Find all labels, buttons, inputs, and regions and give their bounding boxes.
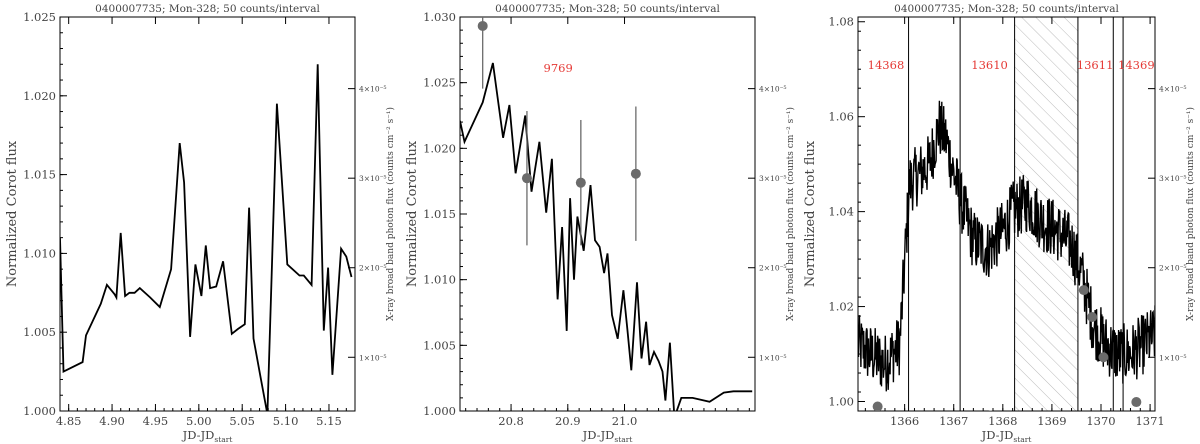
- x-tick-label: 21.0: [612, 414, 638, 428]
- chart-panel-2: 0400007735; Mon-328; 50 counts/interval 2…: [405, 3, 796, 444]
- y2-tick-label: 3×10⁻⁵: [1159, 174, 1187, 183]
- x-axis-label: JD-JDstart: [981, 428, 1032, 444]
- y-tick-label: 1.025: [23, 10, 56, 24]
- xray-flux-point: [521, 173, 532, 184]
- x-tick-label: 1369: [1037, 414, 1066, 428]
- plot-area: [858, 17, 1155, 411]
- chart-title: 0400007735; Mon-328; 50 counts/interval: [894, 3, 1119, 15]
- y-tick-label: 1.00: [828, 395, 854, 409]
- y2-tick-label: 4×10⁻⁵: [1159, 85, 1187, 94]
- xray-flux-point: [1098, 352, 1109, 363]
- y-tick-label: 1.020: [423, 141, 456, 155]
- y-tick-label: 1.005: [23, 325, 56, 339]
- x-tick-label: 1371: [1135, 414, 1164, 428]
- light-curve-line: [460, 62, 753, 411]
- y2-tick-label: 4×10⁻⁵: [759, 85, 787, 94]
- obs-id-label: 14369: [1118, 58, 1155, 72]
- y2-tick-label: 2×10⁻⁵: [359, 264, 387, 273]
- y2-tick-label: 1×10⁻⁵: [359, 353, 387, 362]
- x-tick-label: 20.9: [555, 414, 581, 428]
- plot-frame: [459, 16, 756, 412]
- y2-tick-label: 2×10⁻⁵: [759, 264, 787, 273]
- obs-id-label: 14368: [868, 58, 905, 72]
- y-axis-label: Normalized Corot flux: [803, 140, 818, 287]
- y2-tick-label: 3×10⁻⁵: [359, 174, 387, 183]
- plot-area: [60, 64, 353, 411]
- obs-id-label: 9769: [544, 61, 573, 75]
- xray-flux-point: [477, 20, 488, 31]
- obs-id-label: 13610: [971, 58, 1008, 72]
- light-curve-line: [858, 100, 1155, 392]
- y-tick-label: 1.000: [423, 404, 456, 418]
- x-axis-label: JD-JDstart: [182, 428, 233, 444]
- x-tick-label: 4.90: [99, 414, 125, 428]
- y-tick-label: 1.005: [423, 338, 456, 352]
- x-tick-label: 4.95: [143, 414, 169, 428]
- y2-tick-label: 2×10⁻⁵: [1159, 264, 1187, 273]
- x-tick-label: 1368: [988, 414, 1017, 428]
- x-tick-label: 5.00: [186, 414, 212, 428]
- x-tick-label: 1366: [890, 414, 919, 428]
- y-tick-label: 1.010: [423, 273, 456, 287]
- y2-axis-label: X-ray broad band photon flux (counts cm⁻…: [385, 107, 396, 321]
- x-tick-label: 20.8: [498, 414, 524, 428]
- y-tick-label: 1.015: [423, 207, 456, 221]
- xray-flux-point: [872, 401, 883, 411]
- y-tick-label: 1.04: [828, 205, 854, 219]
- obs-id-label: 13611: [1077, 58, 1114, 72]
- y-tick-label: 1.08: [828, 15, 854, 29]
- plot-area: [460, 17, 753, 411]
- xray-flux-point: [1087, 311, 1098, 322]
- y2-tick-label: 4×10⁻⁵: [359, 85, 387, 94]
- y2-tick-label: 3×10⁻⁵: [759, 174, 787, 183]
- x-tick-label: 5.10: [273, 414, 299, 428]
- y2-axis-label: X-ray broad band photon flux (counts cm⁻…: [1185, 107, 1196, 321]
- xray-flux-point: [1078, 285, 1089, 296]
- y-tick-label: 1.025: [423, 76, 456, 90]
- y-axis-label: Normalized Corot flux: [405, 140, 420, 287]
- x-tick-label: 5.05: [229, 414, 255, 428]
- chart-title: 0400007735; Mon-328; 50 counts/interval: [95, 3, 320, 15]
- x-tick-label: 1367: [939, 414, 968, 428]
- x-axis-label: JD-JDstart: [582, 428, 633, 444]
- chart-panel-3: 0400007735; Mon-328; 50 counts/interval 1…: [803, 3, 1196, 444]
- xray-flux-point: [630, 168, 641, 179]
- y-axis-label: Normalized Corot flux: [5, 140, 20, 287]
- y-tick-label: 1.010: [23, 246, 56, 260]
- y-tick-label: 1.020: [23, 89, 56, 103]
- y-tick-label: 1.015: [23, 168, 56, 182]
- xray-flux-point: [575, 177, 586, 188]
- x-tick-label: 5.15: [316, 414, 342, 428]
- y2-axis-label: X-ray broad band photon flux (counts cm⁻…: [785, 107, 796, 321]
- plot-frame: [59, 16, 356, 412]
- chart-title: 0400007735; Mon-328; 50 counts/interval: [495, 3, 720, 15]
- y2-tick-label: 1×10⁻⁵: [1159, 353, 1187, 362]
- xray-flux-point: [1131, 397, 1142, 408]
- chart-panel-1: 0400007735; Mon-328; 50 counts/interval 4…: [5, 3, 396, 444]
- y-tick-label: 1.06: [828, 110, 854, 124]
- y-tick-label: 1.02: [828, 300, 854, 314]
- plot-frame: [857, 16, 1156, 412]
- y-tick-label: 1.000: [23, 404, 56, 418]
- y2-tick-label: 1×10⁻⁵: [759, 353, 787, 362]
- x-tick-label: 1370: [1086, 414, 1115, 428]
- light-curve-line: [60, 64, 353, 411]
- x-tick-label: 4.85: [56, 414, 82, 428]
- y-tick-label: 1.030: [423, 10, 456, 24]
- xray-flux-point: [988, 410, 993, 411]
